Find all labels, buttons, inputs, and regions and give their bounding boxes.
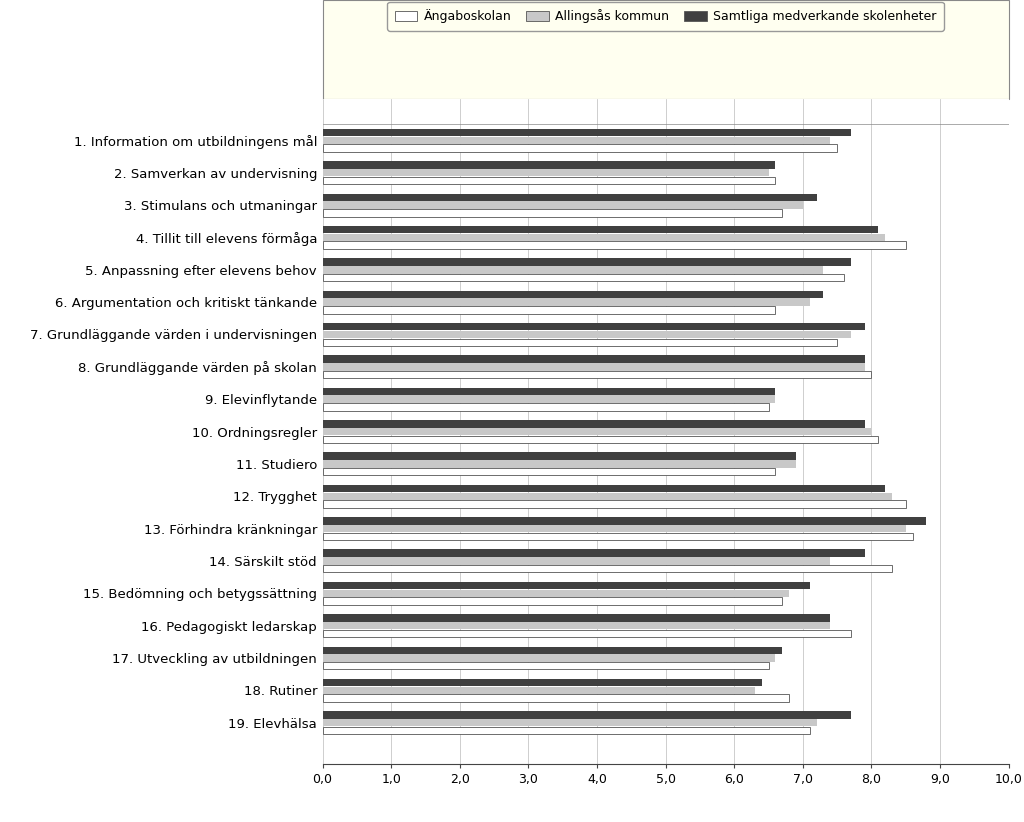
Bar bbox=[323, 492, 892, 500]
Legend: Ängaboskolan, Allingsås kommun, Samtliga medverkande skolenheter: Ängaboskolan, Allingsås kommun, Samtliga… bbox=[387, 2, 944, 30]
Bar bbox=[323, 582, 810, 589]
Bar bbox=[323, 695, 790, 702]
Bar bbox=[323, 589, 790, 597]
Bar bbox=[323, 436, 879, 443]
Bar bbox=[323, 298, 810, 306]
Bar bbox=[323, 145, 837, 152]
Bar bbox=[323, 525, 905, 533]
Bar bbox=[323, 727, 810, 734]
Bar bbox=[323, 662, 768, 669]
Bar bbox=[323, 420, 864, 427]
Bar bbox=[323, 194, 816, 201]
Bar bbox=[323, 622, 830, 630]
Bar bbox=[323, 549, 864, 557]
Bar bbox=[323, 501, 905, 508]
Bar bbox=[323, 161, 775, 169]
Bar bbox=[323, 533, 912, 540]
Bar bbox=[323, 306, 775, 314]
Bar bbox=[323, 404, 768, 411]
Bar bbox=[323, 719, 816, 727]
Bar bbox=[323, 711, 851, 718]
Bar bbox=[323, 686, 755, 694]
Bar bbox=[323, 226, 879, 233]
Bar bbox=[323, 468, 775, 475]
Bar bbox=[323, 209, 782, 216]
Bar bbox=[323, 177, 775, 184]
Bar bbox=[323, 339, 837, 346]
Bar bbox=[323, 460, 796, 468]
Bar bbox=[323, 395, 775, 403]
Bar bbox=[323, 323, 864, 330]
Bar bbox=[323, 654, 775, 662]
Bar bbox=[323, 679, 762, 686]
Bar bbox=[323, 169, 768, 177]
Bar bbox=[323, 565, 892, 572]
Bar bbox=[323, 233, 885, 241]
Bar bbox=[323, 452, 796, 459]
Bar bbox=[323, 274, 844, 281]
Bar bbox=[323, 557, 830, 565]
Bar bbox=[323, 266, 823, 274]
Bar bbox=[323, 647, 782, 654]
Bar bbox=[323, 485, 885, 492]
Bar bbox=[323, 614, 830, 621]
Bar bbox=[323, 136, 830, 144]
Bar bbox=[323, 291, 823, 298]
Bar bbox=[323, 355, 864, 363]
Bar bbox=[323, 630, 851, 637]
Bar bbox=[323, 201, 803, 209]
Bar bbox=[323, 129, 851, 136]
Bar bbox=[323, 598, 782, 605]
Bar bbox=[323, 371, 871, 378]
Bar bbox=[323, 427, 871, 436]
Bar bbox=[323, 363, 864, 371]
Bar bbox=[323, 258, 851, 266]
Bar bbox=[323, 330, 851, 338]
Bar bbox=[323, 242, 905, 249]
Bar bbox=[323, 517, 927, 524]
Bar bbox=[323, 388, 775, 395]
